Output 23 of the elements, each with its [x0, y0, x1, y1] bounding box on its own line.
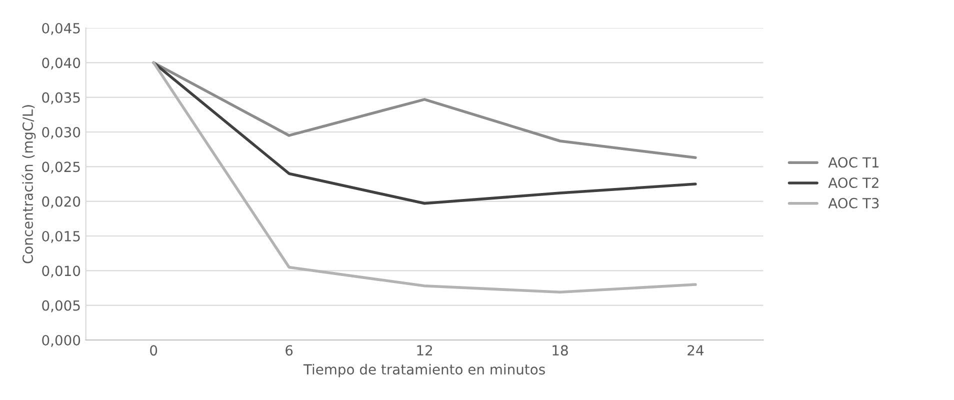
x-tick-label: 12 — [417, 345, 432, 356]
y-tick-label: 0,035 — [42, 92, 80, 104]
legend-label: AOC T1 — [828, 157, 878, 168]
y-axis-title: Concentración (mgC/L) — [22, 105, 36, 264]
legend-label: AOC T3 — [828, 198, 879, 208]
x-tick-label: 24 — [688, 345, 704, 356]
y-tick-label: 0,045 — [42, 22, 80, 35]
y-tick-label: 0,000 — [42, 334, 80, 347]
y-tick-label: 0,015 — [42, 230, 80, 243]
y-tick-label: 0,025 — [42, 162, 80, 174]
x-tick-label: 0 — [150, 345, 158, 356]
y-tick-label: 0,020 — [42, 196, 80, 208]
y-tick-label: 0,030 — [42, 126, 80, 139]
line-series — [152, 61, 697, 205]
line-series — [152, 61, 697, 294]
y-tick-label: 0,005 — [42, 300, 80, 312]
x-tick-label: 6 — [286, 345, 293, 356]
x-axis-title: Tiempo de tratamiento en minutos — [303, 364, 545, 378]
y-tick-label: 0,010 — [42, 266, 80, 278]
y-tick-label: 0,040 — [42, 58, 80, 70]
x-tick-label: 18 — [552, 345, 568, 356]
line-series — [152, 61, 697, 160]
legend-label: AOC T2 — [828, 178, 878, 188]
